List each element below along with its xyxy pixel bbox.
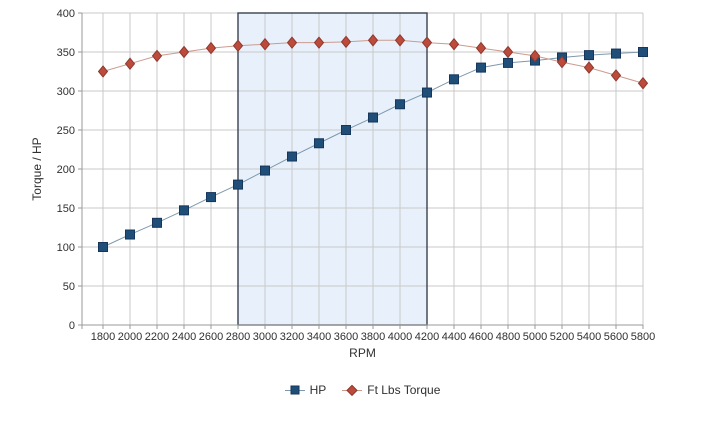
x-tick-label: 1800 [91,331,115,343]
ft-lbs-torque-data-point [124,57,136,70]
ft-lbs-torque-data-point [556,55,568,69]
ft-lbs-torque-data-point [313,36,325,49]
x-tick-label: 5200 [550,331,574,343]
axes [78,12,644,329]
hp-data-point [314,138,324,149]
hp-data-point [422,87,432,98]
hp-data-point [395,99,405,110]
x-tick-label: 2200 [145,331,169,343]
legend-label-hp: HP [309,383,327,397]
ft-lbs-torque-data-point [151,49,163,63]
ft-lbs-torque-data-point [637,76,649,90]
chart-legend: HP Ft Lbs Torque [0,383,725,397]
hp-data-point [287,151,297,162]
ft-lbs-torque-data-point [502,45,514,59]
x-tick-label: 2600 [199,331,223,343]
y-tick-label: 350 [57,47,75,59]
ft-lbs-torque-data-point [394,34,406,47]
y-tick-label: 100 [57,242,75,254]
x-tick-label: 3000 [253,331,277,343]
hp-data-point [476,62,486,73]
x-tick-label: 3800 [361,331,385,343]
x-tick-label: 4200 [415,331,439,343]
hp-legend-square-icon [290,385,300,395]
x-tick-label: 5600 [604,331,628,343]
hp-data-point [449,74,459,85]
x-tick-label: 3600 [334,331,358,343]
ft-lbs-torque-data-point [232,39,244,53]
ft-lbs-torque-data-point [259,37,271,51]
x-tick-label: 4800 [496,331,520,343]
ft-lbs-torque-data-point [529,49,541,63]
x-tick-label: 4400 [442,331,466,343]
hp-series [98,47,648,252]
y-tick-label: 50 [63,281,75,293]
ft-lbs-torque-data-point [205,41,217,55]
hp-data-point [368,112,378,123]
hp-data-point [125,229,135,240]
hp-data-point [503,57,513,68]
legend-item-hp: HP [284,383,327,397]
x-axis-title: RPM [349,346,376,360]
ft-lbs-torque-data-point [286,36,298,49]
x-tick-label: 5800 [631,331,655,343]
ft-lbs-torque-data-point [97,65,109,78]
x-tick-label: 4000 [388,331,412,343]
hp-data-point [341,125,351,135]
ft-lbs-torque-series [97,34,649,90]
hp-data-point [611,48,621,59]
y-axis-title: Torque / HP [30,137,44,201]
ft-lbs-torque-data-point [610,69,622,82]
y-tick-label: 250 [57,125,75,137]
ft-lbs-torque-data-point [367,34,379,47]
y-tick-label: 400 [57,8,75,20]
y-tick-label: 150 [57,203,75,215]
hp-series-marker-icon [284,384,305,396]
hp-data-point [179,205,189,216]
hp-data-point [98,242,108,252]
axis-tick-labels: 0 50 100 150 200 250 300 350 400 1800 2000 2200 2400… [57,8,656,343]
x-tick-label: 3400 [307,331,331,343]
x-tick-label: 2800 [226,331,250,343]
hp-data-point [638,47,648,57]
x-tick-label: 5000 [523,331,547,343]
x-tick-label: 4600 [469,331,493,343]
ft-lbs-torque-data-point [421,36,433,49]
hp-data-point [233,179,243,190]
hp-data-point [584,50,594,61]
hp-data-point [206,192,216,203]
ft-lbs-torque-data-point [448,37,460,51]
ft-lbs-torque-data-point [583,61,595,74]
ft-lbs-torque-data-point [475,41,487,55]
legend-item-torque: Ft Lbs Torque [342,383,440,397]
y-tick-label: 300 [57,86,75,98]
ft-lbs-torque-data-point [178,45,190,59]
hp-data-point [152,217,162,228]
hp-data-point [260,165,270,176]
x-tick-label: 2000 [118,331,142,343]
x-tick-label: 2400 [172,331,196,343]
x-tick-label: 3200 [280,331,304,343]
y-tick-label: 0 [69,320,75,332]
x-tick-label: 5400 [577,331,601,343]
torque-series-marker-icon [342,384,363,396]
ft-lbs-torque-data-point [340,35,352,49]
y-tick-label: 200 [57,164,75,176]
torque-legend-diamond-icon [346,384,358,396]
legend-label-torque: Ft Lbs Torque [367,383,441,397]
